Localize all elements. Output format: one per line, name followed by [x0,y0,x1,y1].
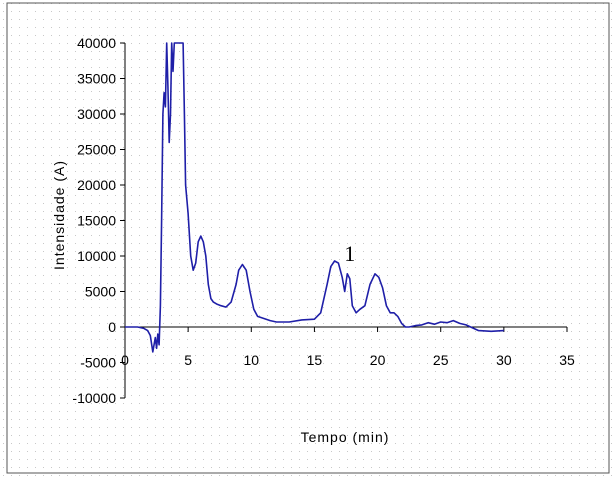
x-tick-label: 30 [496,352,512,368]
x-tick-label: 35 [559,352,575,368]
y-tick-label: 30000 [77,106,116,122]
y-axis-label: Intensidade (A) [51,160,67,270]
y-tick-label: 20000 [77,177,116,193]
x-tick-label: 15 [307,352,323,368]
annotation-label-1: 1 [344,241,355,266]
y-tick-label: 0 [108,319,116,335]
series-line [125,42,504,353]
y-tick-label: -5000 [80,355,116,371]
x-tick-label: 20 [370,352,386,368]
tick-labels: 40000 35000 30000 25000 20000 15000 10000 5000 0… [72,35,575,406]
y-tick-label: 25000 [77,142,116,158]
y-tick-label: 35000 [77,71,116,87]
x-tick-label: 10 [243,352,259,368]
x-axis-label: Tempo (min) [301,429,390,445]
chart-border [6,2,610,474]
x-tick-label: 5 [184,352,192,368]
axes [120,42,568,399]
y-tick-label: 40000 [77,35,116,51]
y-tick-label: 15000 [77,213,116,229]
y-tick-label: 10000 [77,248,116,264]
y-tick-label: -10000 [72,390,116,406]
y-tick-label: 5000 [85,284,116,300]
x-tick-label: 0 [121,352,129,368]
x-tick-label: 25 [433,352,449,368]
